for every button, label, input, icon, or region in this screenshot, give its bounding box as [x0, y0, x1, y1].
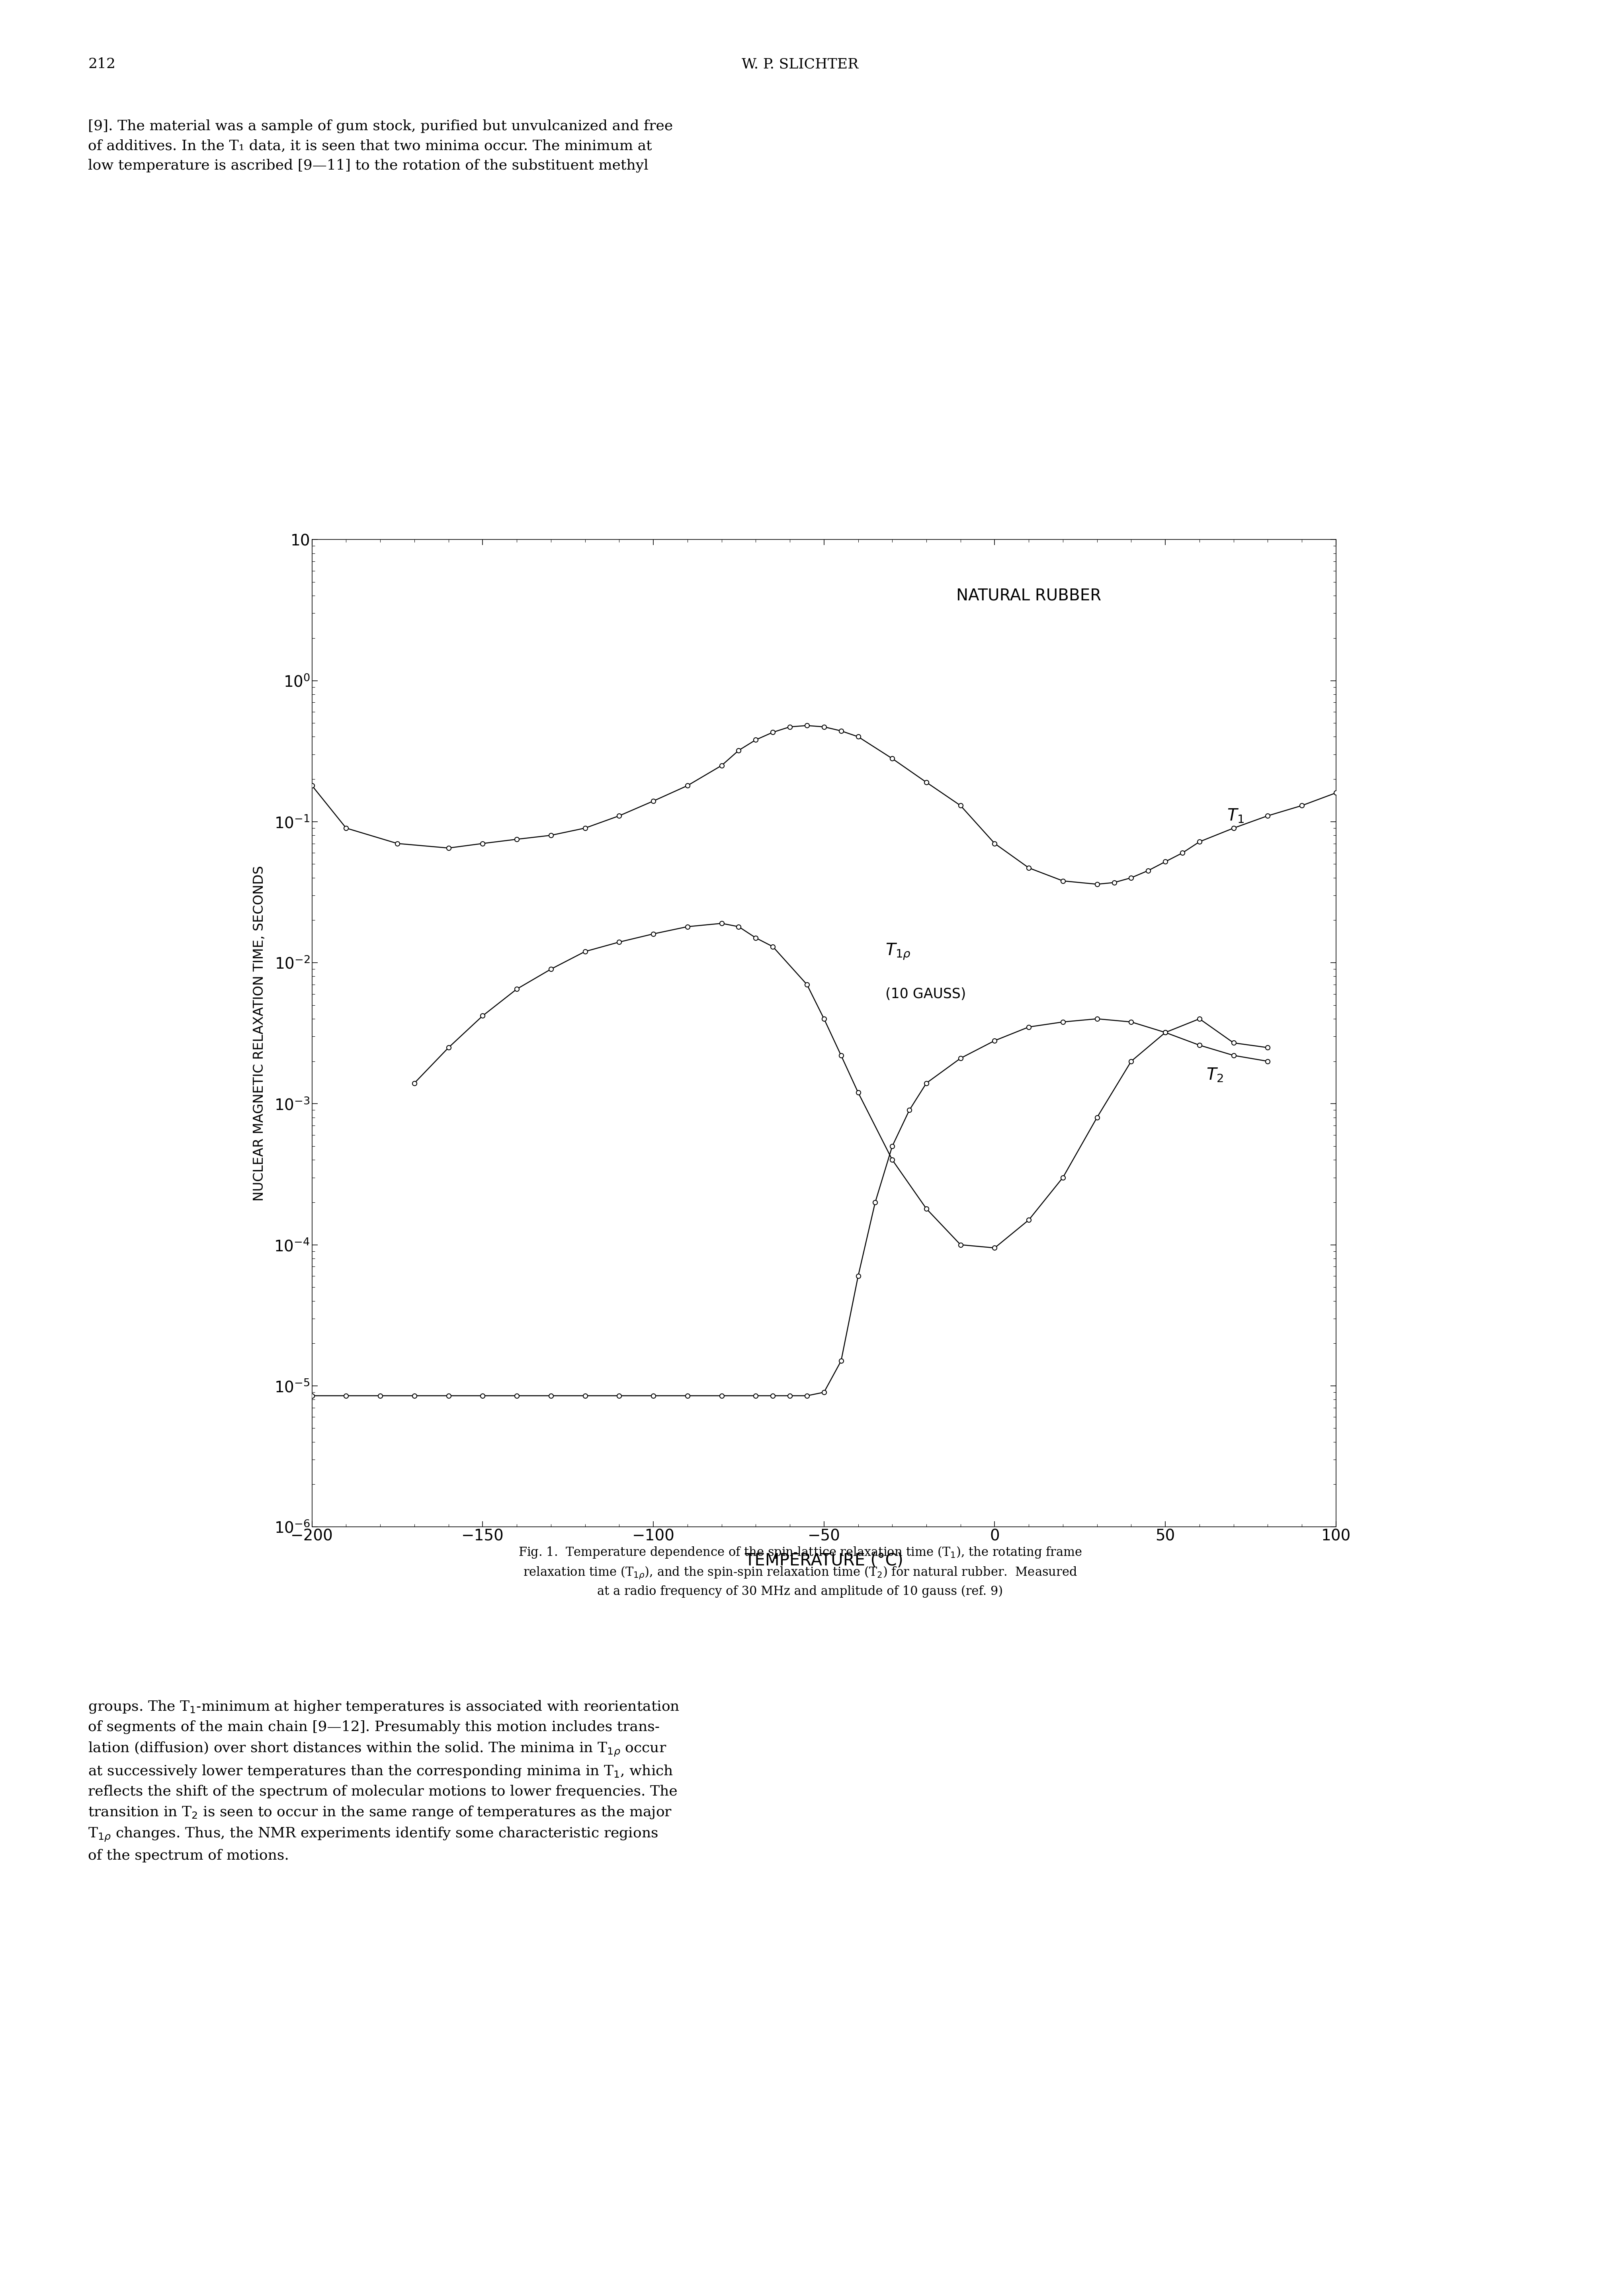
Text: 212: 212 — [88, 57, 115, 71]
Y-axis label: NUCLEAR MAGNETIC RELAXATION TIME, SECONDS: NUCLEAR MAGNETIC RELAXATION TIME, SECOND… — [253, 866, 266, 1201]
Text: (10 GAUSS): (10 GAUSS) — [885, 987, 966, 1001]
Text: W. P. SLICHTER: W. P. SLICHTER — [742, 57, 858, 71]
X-axis label: TEMPERATURE (°C): TEMPERATURE (°C) — [744, 1552, 904, 1568]
Text: NATURAL RUBBER: NATURAL RUBBER — [957, 588, 1101, 604]
Text: $T_1$: $T_1$ — [1227, 808, 1245, 824]
Text: $T_{1\rho}$: $T_{1\rho}$ — [885, 941, 910, 962]
Text: groups. The T$_1$-minimum at higher temperatures is associated with reorientatio: groups. The T$_1$-minimum at higher temp… — [88, 1699, 680, 1862]
Text: [9]. The material was a sample of gum stock, purified but unvulcanized and free
: [9]. The material was a sample of gum st… — [88, 119, 674, 172]
Text: $T_2$: $T_2$ — [1206, 1068, 1224, 1084]
Text: Fig. 1.  Temperature dependence of the spin-lattice relaxation time (T$_1$), the: Fig. 1. Temperature dependence of the sp… — [518, 1545, 1082, 1598]
